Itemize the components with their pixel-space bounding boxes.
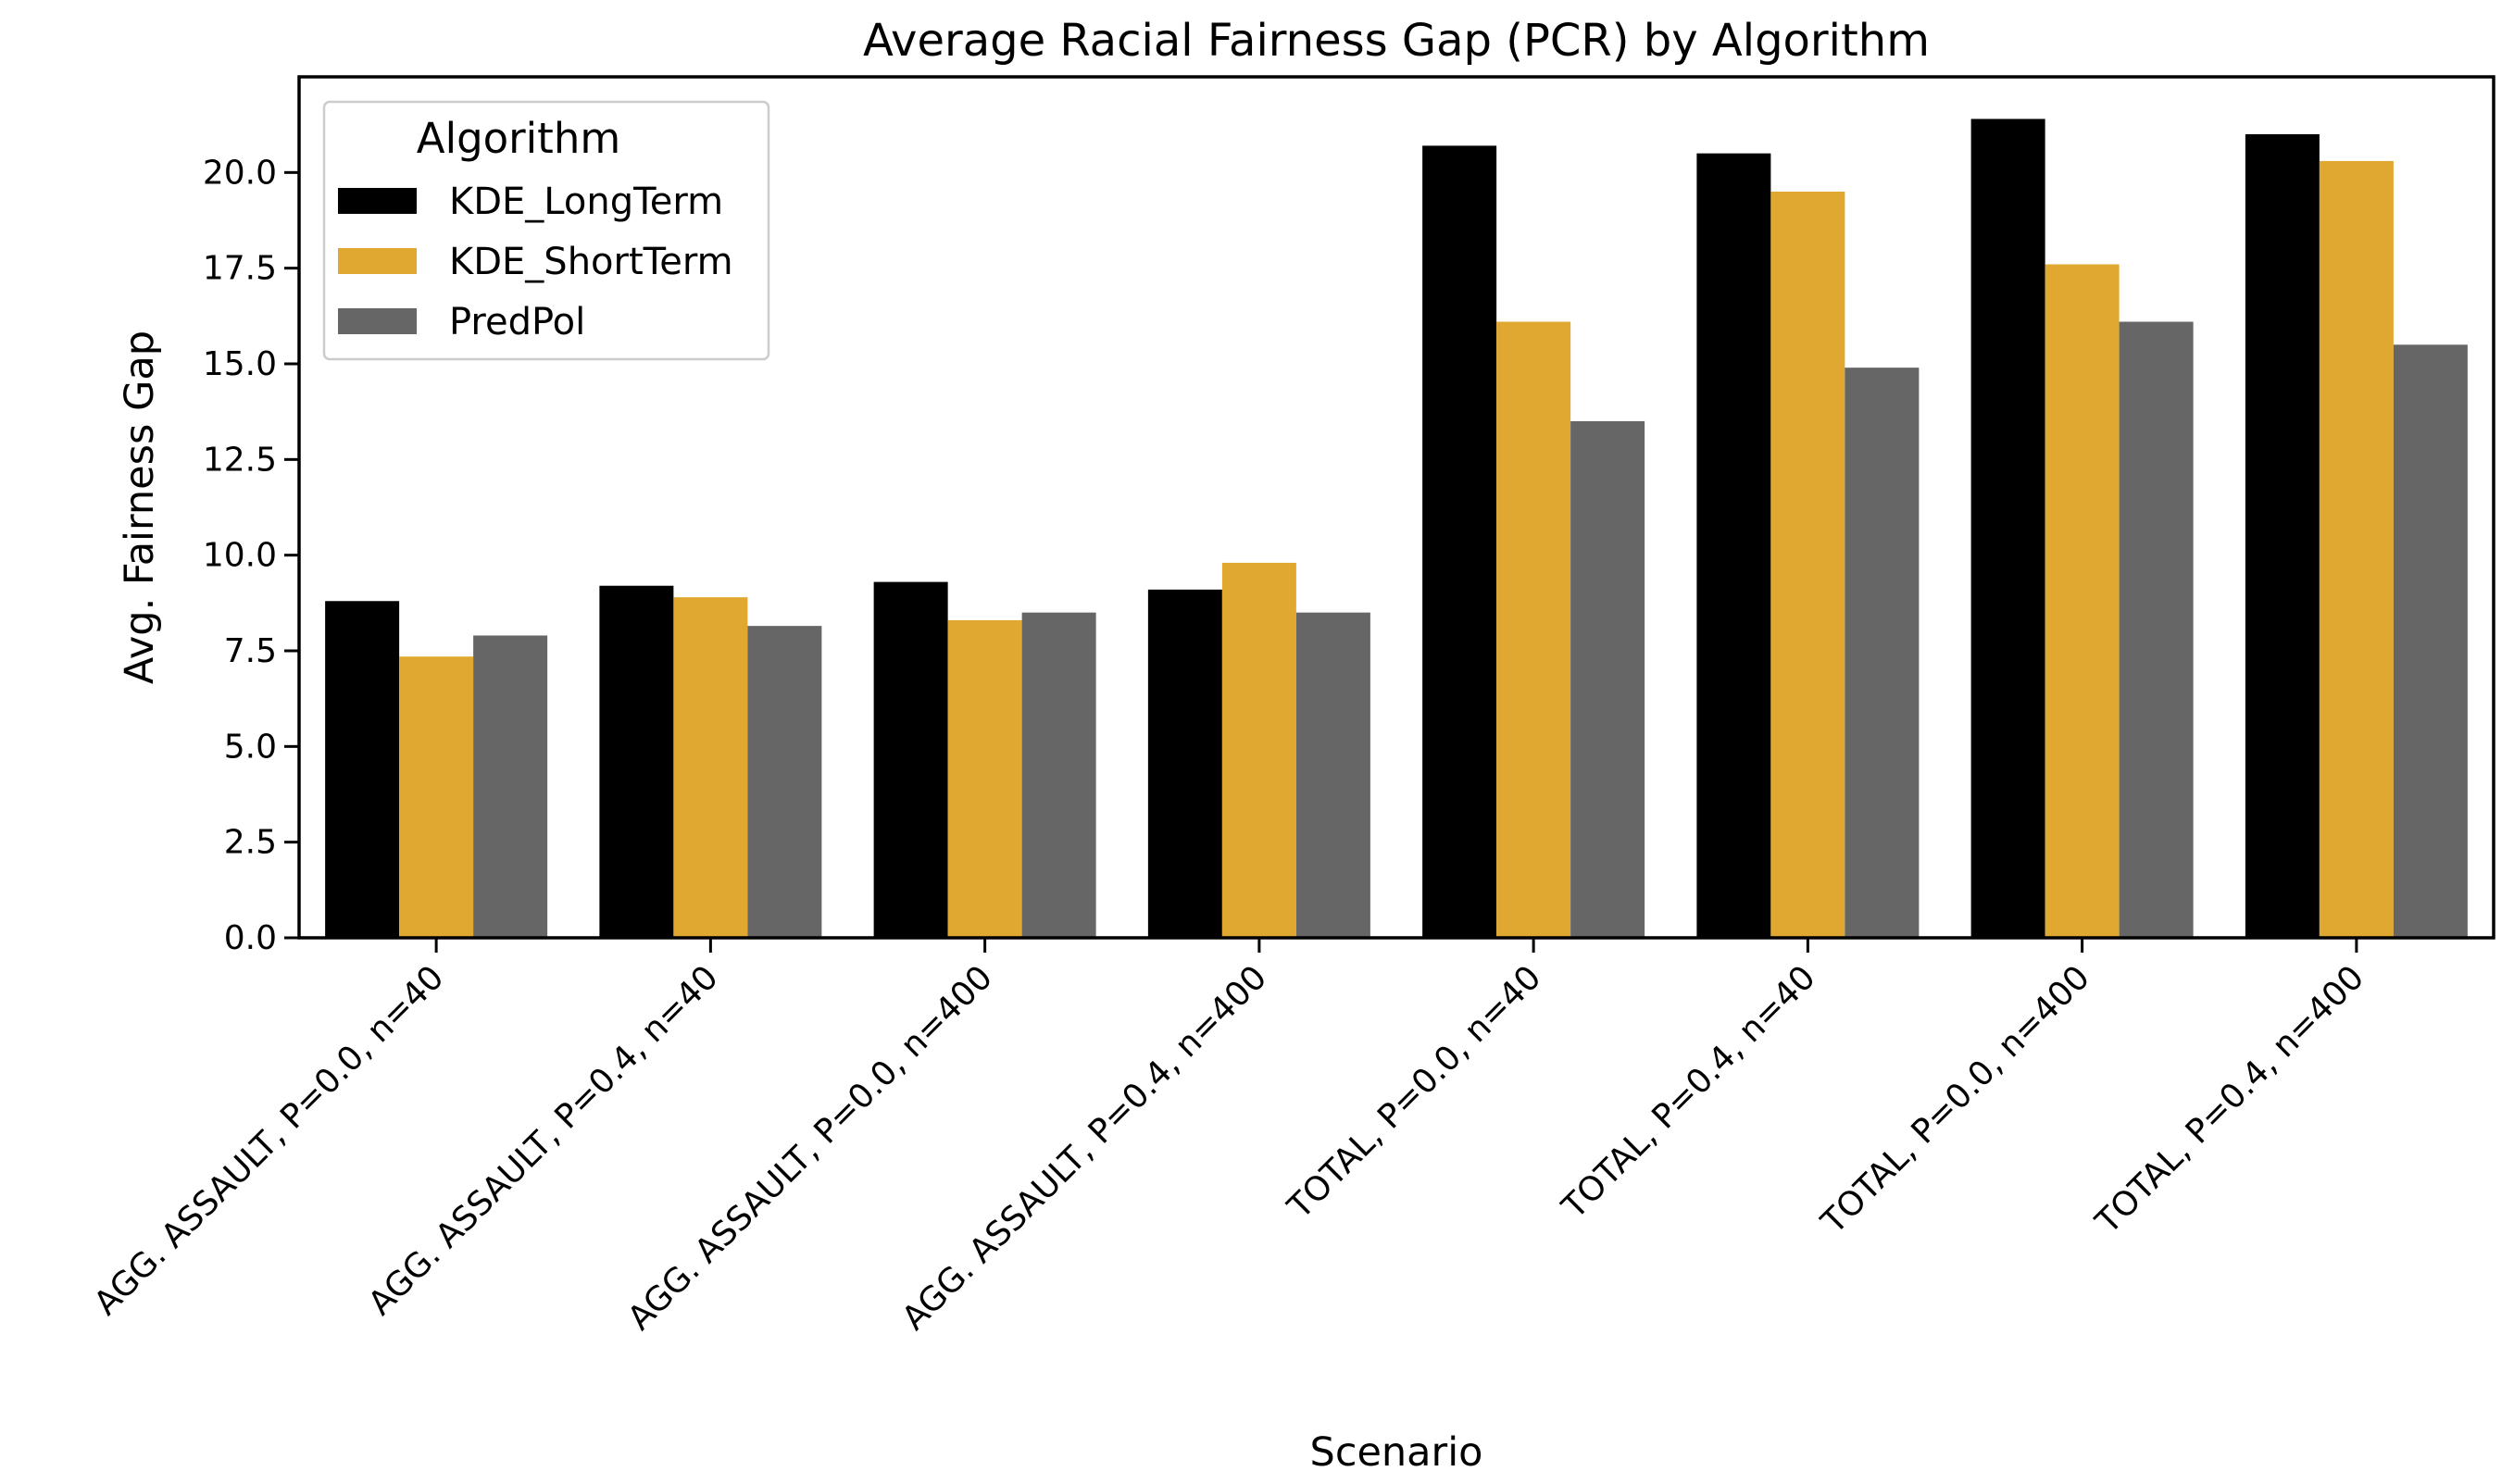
bar-kde-shortterm-8 [2319, 160, 2394, 938]
x-axis-label: Scenario [1310, 1429, 1483, 1476]
bar-kde-longterm-4 [1147, 589, 1222, 938]
legend: Algorithm KDE_LongTerm KDE_ShortTerm PredP… [322, 100, 770, 361]
y-tick-label-4: 10.0 [203, 537, 277, 575]
bar-kde-longterm-7 [1970, 118, 2045, 938]
legend-items: KDE_LongTerm KDE_ShortTerm PredPol [338, 181, 733, 343]
x-tick-label-8: TOTAL, P=0.4, n=400 [2088, 958, 2371, 1241]
bar-kde-longterm-6 [1696, 153, 1771, 938]
y-tick-label-8: 20.0 [203, 154, 277, 192]
x-tick-label-7: TOTAL, P=0.0, n=400 [1814, 958, 2097, 1241]
bar-kde-shortterm-2 [673, 597, 748, 938]
chart-title: Average Racial Fairness Gap (PCR) by Alg… [863, 15, 1930, 67]
y-axis-label: Avg. Fairness Gap [117, 330, 163, 684]
bar-predpol-1 [473, 635, 548, 938]
y-tick-label-3: 7.5 [224, 632, 277, 670]
bars-group [325, 118, 2468, 939]
bar-predpol-6 [1845, 368, 1920, 939]
legend-swatch-predpol [338, 308, 417, 334]
plot-frame [297, 75, 2495, 940]
bar-predpol-4 [1295, 612, 1370, 938]
legend-swatch-kde-longterm [338, 188, 417, 214]
legend-label-kde-longterm: KDE_LongTerm [449, 181, 723, 223]
bar-kde-longterm-8 [2245, 134, 2320, 938]
bar-predpol-8 [2393, 344, 2468, 938]
bar-predpol-2 [747, 626, 822, 938]
bar-kde-shortterm-5 [1496, 321, 1571, 938]
bar-kde-shortterm-7 [2045, 264, 2120, 938]
legend-label-predpol: PredPol [449, 301, 585, 343]
bar-predpol-5 [1570, 421, 1645, 938]
x-tick-label-6: TOTAL, P=0.4, n=40 [1555, 958, 1823, 1227]
y-tick-label-0: 0.0 [224, 919, 277, 957]
bar-kde-shortterm-1 [399, 656, 474, 938]
y-tick-label-2: 5.0 [224, 728, 277, 766]
legend-title: Algorithm [417, 114, 620, 163]
bar-kde-shortterm-6 [1770, 192, 1845, 938]
y-tick-label-6: 15.0 [203, 345, 277, 383]
bar-kde-longterm-3 [873, 581, 948, 938]
y-axis: 0.0 2.5 5.0 7.5 10.0 12.5 15.0 17.5 20.0 [203, 154, 299, 957]
bar-kde-longterm-1 [325, 601, 400, 938]
bar-kde-shortterm-4 [1221, 562, 1296, 938]
bar-predpol-7 [2119, 321, 2194, 938]
bar-kde-shortterm-3 [947, 619, 1022, 938]
bar-predpol-3 [1021, 612, 1096, 938]
legend-swatch-kde-shortterm [338, 248, 417, 274]
legend-label-kde-shortterm: KDE_ShortTerm [449, 241, 733, 283]
y-tick-label-1: 2.5 [224, 824, 277, 862]
bar-kde-longterm-5 [1422, 145, 1497, 938]
legend-frame [322, 100, 770, 361]
y-tick-label-5: 12.5 [203, 441, 277, 479]
x-tick-label-5: TOTAL, P=0.0, n=40 [1281, 958, 1549, 1227]
y-tick-label-7: 17.5 [203, 250, 277, 288]
bar-kde-longterm-2 [599, 585, 674, 938]
